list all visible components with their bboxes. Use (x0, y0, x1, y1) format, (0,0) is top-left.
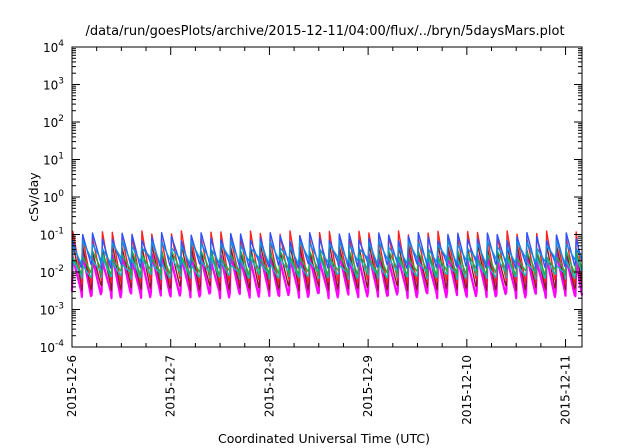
chart-title: /data/run/goesPlots/archive/2015-12-11/0… (85, 24, 564, 39)
series-line (70, 252, 584, 300)
y-tick-label: 104 (43, 39, 64, 55)
plot-frame (71, 46, 583, 348)
x-tick-label: 2015-12-9 (361, 355, 375, 417)
y-tick-label: 10-1 (40, 227, 64, 243)
y-tick-label: 102 (43, 114, 64, 130)
x-tick-label: 2015-12-8 (262, 355, 276, 417)
x-axis-label: Coordinated Universal Time (UTC) (218, 431, 430, 446)
plot-area: 104 103 102 101 100 10-1 10-2 10-3 10-42015-12-6… (40, 39, 584, 425)
y-tick-label: 100 (43, 189, 64, 205)
x-tick-label: 2015-12-10 (460, 355, 474, 425)
series-line (71, 231, 583, 270)
y-axis-label: cSv/day (26, 172, 41, 222)
series-line (71, 239, 583, 265)
x-tick-label: 2015-12-6 (65, 355, 79, 417)
series-line (71, 249, 583, 277)
y-tick-label: 101 (43, 152, 64, 168)
y-tick-label: 10-4 (40, 339, 65, 355)
y-tick-label: 10-3 (40, 302, 64, 318)
x-tick-label: 2015-12-11 (559, 355, 573, 425)
y-tick-label: 10-2 (40, 264, 64, 280)
x-tick-label: 2015-12-7 (164, 355, 178, 417)
y-tick-label: 103 (43, 77, 64, 93)
